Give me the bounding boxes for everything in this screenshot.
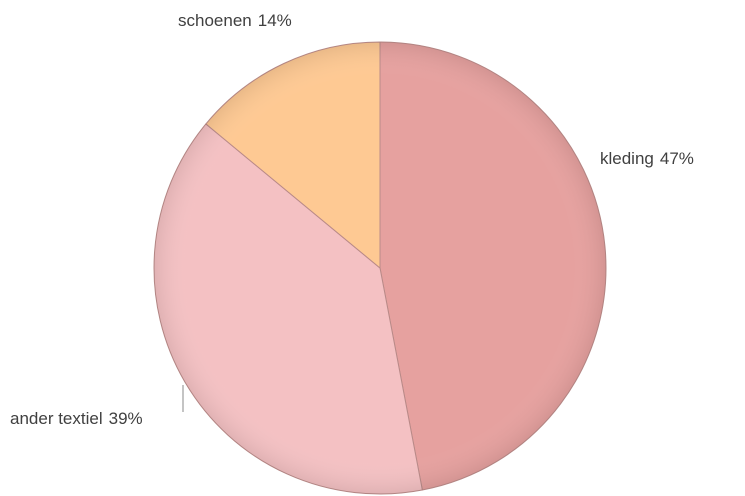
slice-label-value: 39%	[109, 409, 143, 428]
pie-slice	[379, 41, 607, 491]
slice-label-value: 47%	[660, 149, 694, 168]
slice-label-category: kleding	[600, 149, 654, 168]
slice-label-value: 14%	[258, 11, 292, 30]
slice-label: ander textiel 39%	[10, 409, 143, 428]
slice-label-category: ander textiel	[10, 409, 103, 428]
slice-label-category: schoenen	[178, 11, 252, 30]
slice-label: kleding 47%	[600, 149, 694, 168]
slice-label: schoenen 14%	[178, 11, 292, 30]
